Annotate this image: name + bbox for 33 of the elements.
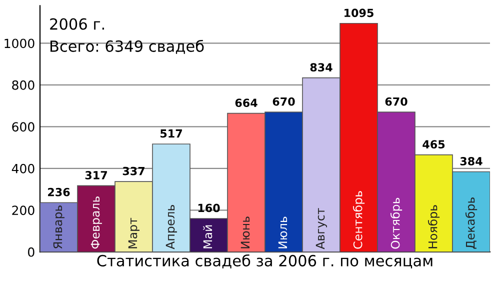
data-label: 236: [48, 188, 70, 196]
data-label: 834: [310, 63, 332, 72]
x-tick-label: Июль: [278, 216, 288, 248]
data-label: 517: [160, 129, 182, 138]
data-label: 670: [385, 97, 408, 106]
y-tick-label: 600: [12, 122, 34, 132]
x-tick-label: Март: [128, 218, 140, 248]
y-tick-label: 200: [12, 206, 34, 216]
x-tick-label: Май: [203, 225, 212, 248]
x-tick-label: Апрель: [166, 205, 177, 250]
x-tick-label: Январь: [53, 206, 64, 249]
data-label: 317: [85, 171, 107, 180]
y-tick-label: 400: [12, 164, 34, 174]
y-tick-label: 1000: [4, 38, 34, 48]
x-tick-label: Февраль: [90, 196, 102, 249]
data-label: 384: [460, 157, 482, 166]
x-tick-label: Июнь: [240, 216, 250, 248]
x-tick-label: Август: [316, 208, 327, 250]
x-tick-label: Сентябрь: [352, 191, 365, 249]
x-axis-title: Статистика свадеб за 2006 г. по месяцам: [97, 254, 432, 268]
data-label: 670: [272, 97, 295, 106]
data-label: 1095: [344, 8, 374, 18]
data-label: 465: [422, 140, 445, 149]
x-tick-label: Декабрь: [465, 197, 478, 249]
annotation: 2006 г.: [50, 18, 104, 30]
x-tick-label: Октябрь: [390, 198, 402, 249]
y-tick-label: 0: [28, 247, 34, 257]
x-tick-label: Ноябрь: [428, 205, 440, 248]
annotation: Всего: 6349 свадеб: [50, 40, 204, 54]
data-label: 160: [198, 204, 220, 212]
data-label: 664: [235, 98, 258, 108]
data-label: 337: [122, 166, 144, 176]
y-tick-label: 800: [12, 80, 34, 90]
